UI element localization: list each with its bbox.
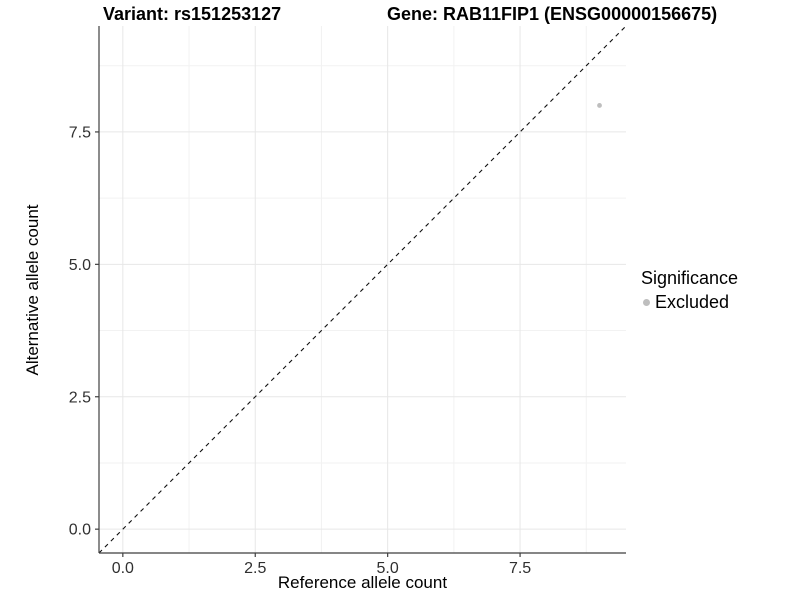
- legend-item-label: Excluded: [655, 292, 730, 312]
- legend: Significance Excluded: [641, 268, 738, 313]
- legend-marker-dot: [643, 299, 650, 306]
- x-tick-label: 7.5: [509, 560, 531, 577]
- y-tick-label: 0.0: [69, 522, 91, 539]
- x-tick-label: 5.0: [377, 560, 399, 577]
- y-tick-label: 5.0: [69, 257, 91, 274]
- plot-title-gene: Gene: RAB11FIP1 (ENSG00000156675): [387, 4, 718, 24]
- x-tick-label: 0.0: [112, 560, 134, 577]
- x-tick-label: 2.5: [244, 560, 266, 577]
- y-tick-label: 2.5: [69, 389, 91, 406]
- data-point: [597, 103, 602, 108]
- legend-item-excluded: Excluded: [641, 292, 738, 313]
- legend-title: Significance: [641, 268, 739, 288]
- plot-title-variant: Variant: rs151253127: [103, 4, 282, 24]
- x-axis-title: Reference allele count: [277, 573, 448, 592]
- diagonal-reference-line: [98, 25, 627, 554]
- y-tick-label: 7.5: [69, 124, 91, 141]
- y-axis-title: Alternative allele count: [23, 204, 42, 376]
